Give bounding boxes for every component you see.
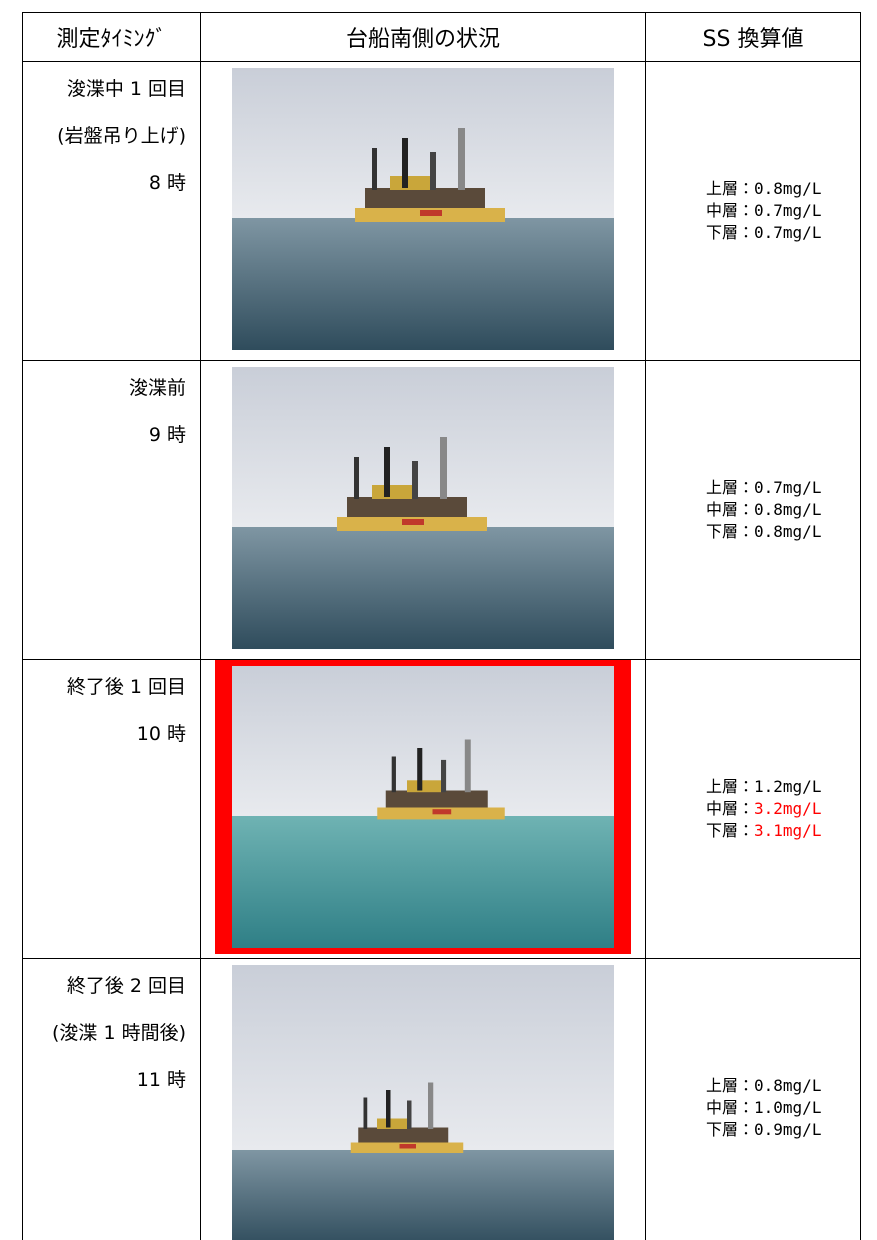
ss-line: 中層：1.0mg/L [706, 1097, 860, 1119]
timing-text: 8 時 [148, 172, 186, 194]
ss-label: 中層： [706, 1098, 755, 1117]
header-cell: 測定ﾀｲﾐﾝｸﾞ [22, 12, 201, 62]
ss-label: 下層： [706, 1120, 755, 1139]
photo-cell [200, 958, 646, 1240]
ss-line: 下層：0.7mg/L [706, 222, 860, 244]
ss-label: 上層： [706, 1076, 755, 1095]
ss-value: 3.2mg/L [754, 799, 822, 818]
photo [232, 965, 614, 1240]
table: 測定ﾀｲﾐﾝｸﾞ 台船南側の状況 SS 換算値 浚渫中 1 回目 (岩盤吊り上げ) 8 … [22, 12, 861, 1240]
ss-line: 下層：0.8mg/L [706, 521, 860, 543]
ss-label: 中層： [706, 500, 755, 519]
ss-line: 上層：0.8mg/L [706, 178, 860, 200]
header-cell: SS 換算値 [645, 12, 861, 62]
ss-value: 3.1mg/L [754, 821, 822, 840]
ss-label: 中層： [706, 799, 755, 818]
header-row: 測定ﾀｲﾐﾝｸﾞ 台船南側の状況 SS 換算値 [22, 12, 861, 62]
header-cell: 台船南側の状況 [200, 12, 646, 62]
ss-line: 上層：0.7mg/L [706, 477, 860, 499]
timing-cell: 終了後 2 回目 (浚渫 1 時間後) 11 時 [22, 958, 201, 1240]
ss-value: 0.8mg/L [754, 522, 822, 541]
ss-cell: 上層：0.8mg/L 中層：0.7mg/L 下層：0.7mg/L [645, 61, 861, 361]
ss-label: 上層： [706, 478, 755, 497]
timing-text: 浚渫前 [128, 377, 186, 399]
table-row: 浚渫中 1 回目 (岩盤吊り上げ) 8 時 上層：0.8mg/L 中層：0.7mg/L… [22, 61, 861, 361]
photo-cell [200, 61, 646, 361]
timing-cell: 浚渫中 1 回目 (岩盤吊り上げ) 8 時 [22, 61, 201, 361]
ss-value: 0.8mg/L [754, 1076, 822, 1095]
ss-label: 下層： [706, 821, 755, 840]
timing-text: 9 時 [148, 424, 186, 446]
ss-line: 下層：3.1mg/L [706, 820, 860, 842]
photo-frame [215, 959, 631, 1240]
ss-cell: 上層：0.7mg/L 中層：0.8mg/L 下層：0.8mg/L [645, 360, 861, 660]
ss-label: 中層： [706, 201, 755, 220]
timing-text: (浚渫 1 時間後) [52, 1022, 186, 1044]
ss-value: 0.7mg/L [754, 478, 822, 497]
timing-text: 終了後 2 回目 [66, 975, 186, 997]
timing-text: 終了後 1 回目 [66, 676, 186, 698]
photo [232, 367, 614, 649]
photo-frame [215, 62, 631, 356]
photo-cell [200, 360, 646, 660]
timing-text: 10 時 [136, 723, 186, 745]
ss-line: 中層：3.2mg/L [706, 798, 860, 820]
table-row: 終了後 1 回目 10 時 上層：1.2mg/L 中層：3.2mg/L 下層：3.1m… [22, 659, 861, 959]
photo-frame [215, 660, 631, 954]
table-row: 浚渫前 9 時 上層：0.7mg/L 中層：0.8mg/L 下層：0.8mg/L [22, 360, 861, 660]
ss-value: 0.7mg/L [754, 201, 822, 220]
ss-cell: 上層：0.8mg/L 中層：1.0mg/L 下層：0.9mg/L [645, 958, 861, 1240]
photo-frame [215, 361, 631, 655]
ss-label: 下層： [706, 223, 755, 242]
photo [232, 68, 614, 350]
timing-text: 11 時 [136, 1069, 186, 1091]
ss-line: 上層：0.8mg/L [706, 1075, 860, 1097]
timing-cell: 浚渫前 9 時 [22, 360, 201, 660]
ss-label: 上層： [706, 179, 755, 198]
timing-text: (岩盤吊り上げ) [57, 125, 186, 147]
ss-value: 1.0mg/L [754, 1098, 822, 1117]
timing-cell: 終了後 1 回目 10 時 [22, 659, 201, 959]
ss-value: 1.2mg/L [754, 777, 822, 796]
ss-line: 上層：1.2mg/L [706, 776, 860, 798]
ss-value: 0.8mg/L [754, 179, 822, 198]
table-row: 終了後 2 回目 (浚渫 1 時間後) 11 時 上層：0.8mg/L 中層：1.0m… [22, 958, 861, 1240]
ss-value: 0.7mg/L [754, 223, 822, 242]
timing-text: 浚渫中 1 回目 [66, 78, 186, 100]
photo-cell [200, 659, 646, 959]
ss-label: 上層： [706, 777, 755, 796]
ss-value: 0.8mg/L [754, 500, 822, 519]
photo [232, 666, 614, 948]
ss-label: 下層： [706, 522, 755, 541]
ss-line: 下層：0.9mg/L [706, 1119, 860, 1141]
ss-value: 0.9mg/L [754, 1120, 822, 1139]
ss-line: 中層：0.8mg/L [706, 499, 860, 521]
ss-cell: 上層：1.2mg/L 中層：3.2mg/L 下層：3.1mg/L [645, 659, 861, 959]
ss-line: 中層：0.7mg/L [706, 200, 860, 222]
